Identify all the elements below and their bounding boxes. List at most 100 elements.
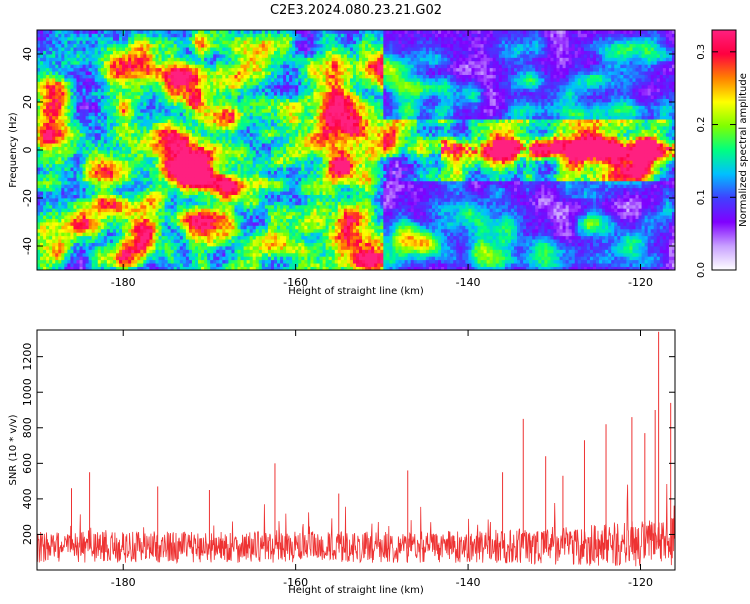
heatmap-cell <box>128 98 132 103</box>
heatmap-cell <box>143 98 147 103</box>
heatmap-cell <box>149 33 153 38</box>
heatmap-cell <box>109 156 114 161</box>
heatmap-cell <box>85 177 90 182</box>
heatmap-cell <box>194 187 199 192</box>
heatmap-cell <box>222 71 226 75</box>
heatmap-cell <box>140 218 144 223</box>
heatmap-cell <box>103 225 108 230</box>
heatmap-cell <box>173 98 178 103</box>
heatmap-cell <box>79 198 83 202</box>
heatmap-cell <box>243 67 248 72</box>
heatmap-cell <box>204 108 208 113</box>
heatmap-cell <box>131 215 135 219</box>
heatmap-cell <box>52 119 56 123</box>
heatmap-cell <box>140 256 144 261</box>
heatmap-cell <box>40 40 44 45</box>
heatmap-cell <box>222 177 226 182</box>
heatmap-cell <box>188 160 193 165</box>
heatmap-cell <box>170 139 175 144</box>
heatmap-cell <box>188 143 193 147</box>
heatmap-cell <box>58 194 62 199</box>
heatmap-cell <box>119 249 123 254</box>
heatmap-cell <box>228 174 232 178</box>
heatmap-cell <box>58 95 62 99</box>
heatmap-cell <box>88 225 93 230</box>
heatmap-cell <box>146 95 150 99</box>
heatmap-cell <box>40 252 44 257</box>
heatmap-cell <box>191 122 196 127</box>
heatmap-cell <box>161 180 165 185</box>
heatmap-cell <box>43 129 47 134</box>
heatmap-cell <box>176 198 181 202</box>
heatmap-cell <box>191 139 196 144</box>
heatmap-cell <box>201 91 205 96</box>
heatmap-cell <box>170 112 175 117</box>
heatmap-cell <box>210 33 214 38</box>
heatmap-cell <box>119 194 123 199</box>
heatmap-cell <box>185 153 190 158</box>
heatmap-cell <box>225 266 229 270</box>
heatmap-cell <box>188 150 193 154</box>
heatmap-cell <box>158 232 162 237</box>
heatmap-cell <box>201 252 205 257</box>
heatmap-cell <box>67 112 71 117</box>
heatmap-cell <box>100 88 105 93</box>
heatmap-cell <box>140 266 144 270</box>
heatmap-cell <box>109 222 114 226</box>
heatmap-cell <box>58 153 62 158</box>
heatmap-cell <box>191 170 196 175</box>
heatmap-cell <box>210 40 214 45</box>
heatmap-cell <box>94 266 99 270</box>
heatmap-cell <box>216 222 220 226</box>
heatmap-cell <box>73 180 77 185</box>
heatmap-cell <box>58 232 62 237</box>
heatmap-cell <box>185 126 190 130</box>
heatmap-cell <box>109 201 114 206</box>
heatmap-cell <box>58 170 62 175</box>
heatmap-cell <box>228 112 232 117</box>
heatmap-cell <box>231 143 235 147</box>
heatmap-cell <box>185 180 190 185</box>
heatmap-cell <box>146 180 150 185</box>
heatmap-cell <box>82 122 87 127</box>
heatmap-cell <box>64 30 68 34</box>
heatmap-cell <box>210 180 214 185</box>
heatmap-cell <box>67 108 71 113</box>
heatmap-cell <box>158 126 162 130</box>
heatmap-cell <box>149 153 153 158</box>
heatmap-cell <box>43 204 47 209</box>
heatmap-cell <box>234 95 238 99</box>
heatmap-cell <box>58 136 62 141</box>
heatmap-cell <box>228 139 232 144</box>
heatmap-cell <box>55 222 59 226</box>
heatmap-cell <box>131 91 135 96</box>
heatmap-cell <box>213 84 217 89</box>
heatmap-cell <box>167 232 172 237</box>
heatmap-cell <box>58 139 62 144</box>
heatmap-cell <box>76 81 80 86</box>
heatmap-cell <box>167 194 172 199</box>
heatmap-cell <box>228 95 232 99</box>
heatmap-cell <box>149 266 153 270</box>
heatmap-cell <box>188 156 193 161</box>
heatmap-cell <box>125 163 129 168</box>
heatmap-cell <box>158 246 162 250</box>
heatmap-cell <box>231 108 235 113</box>
heatmap-cell <box>210 225 214 230</box>
heatmap-cell <box>119 60 123 65</box>
heatmap-cell <box>40 163 44 168</box>
heatmap-cell <box>37 232 41 237</box>
heatmap-cell <box>61 54 65 58</box>
heatmap-cell <box>112 259 117 264</box>
heatmap-cell <box>103 228 108 233</box>
heatmap-cell <box>201 67 205 72</box>
heatmap-cell <box>106 249 111 254</box>
heatmap-cell <box>249 177 254 182</box>
heatmap-cell <box>185 57 190 62</box>
heatmap-cell <box>240 218 244 223</box>
heatmap-cell <box>149 84 153 89</box>
heatmap-cell <box>70 156 74 161</box>
heatmap-cell <box>152 119 156 123</box>
heatmap-cell <box>37 67 41 72</box>
heatmap-cell <box>225 150 229 154</box>
